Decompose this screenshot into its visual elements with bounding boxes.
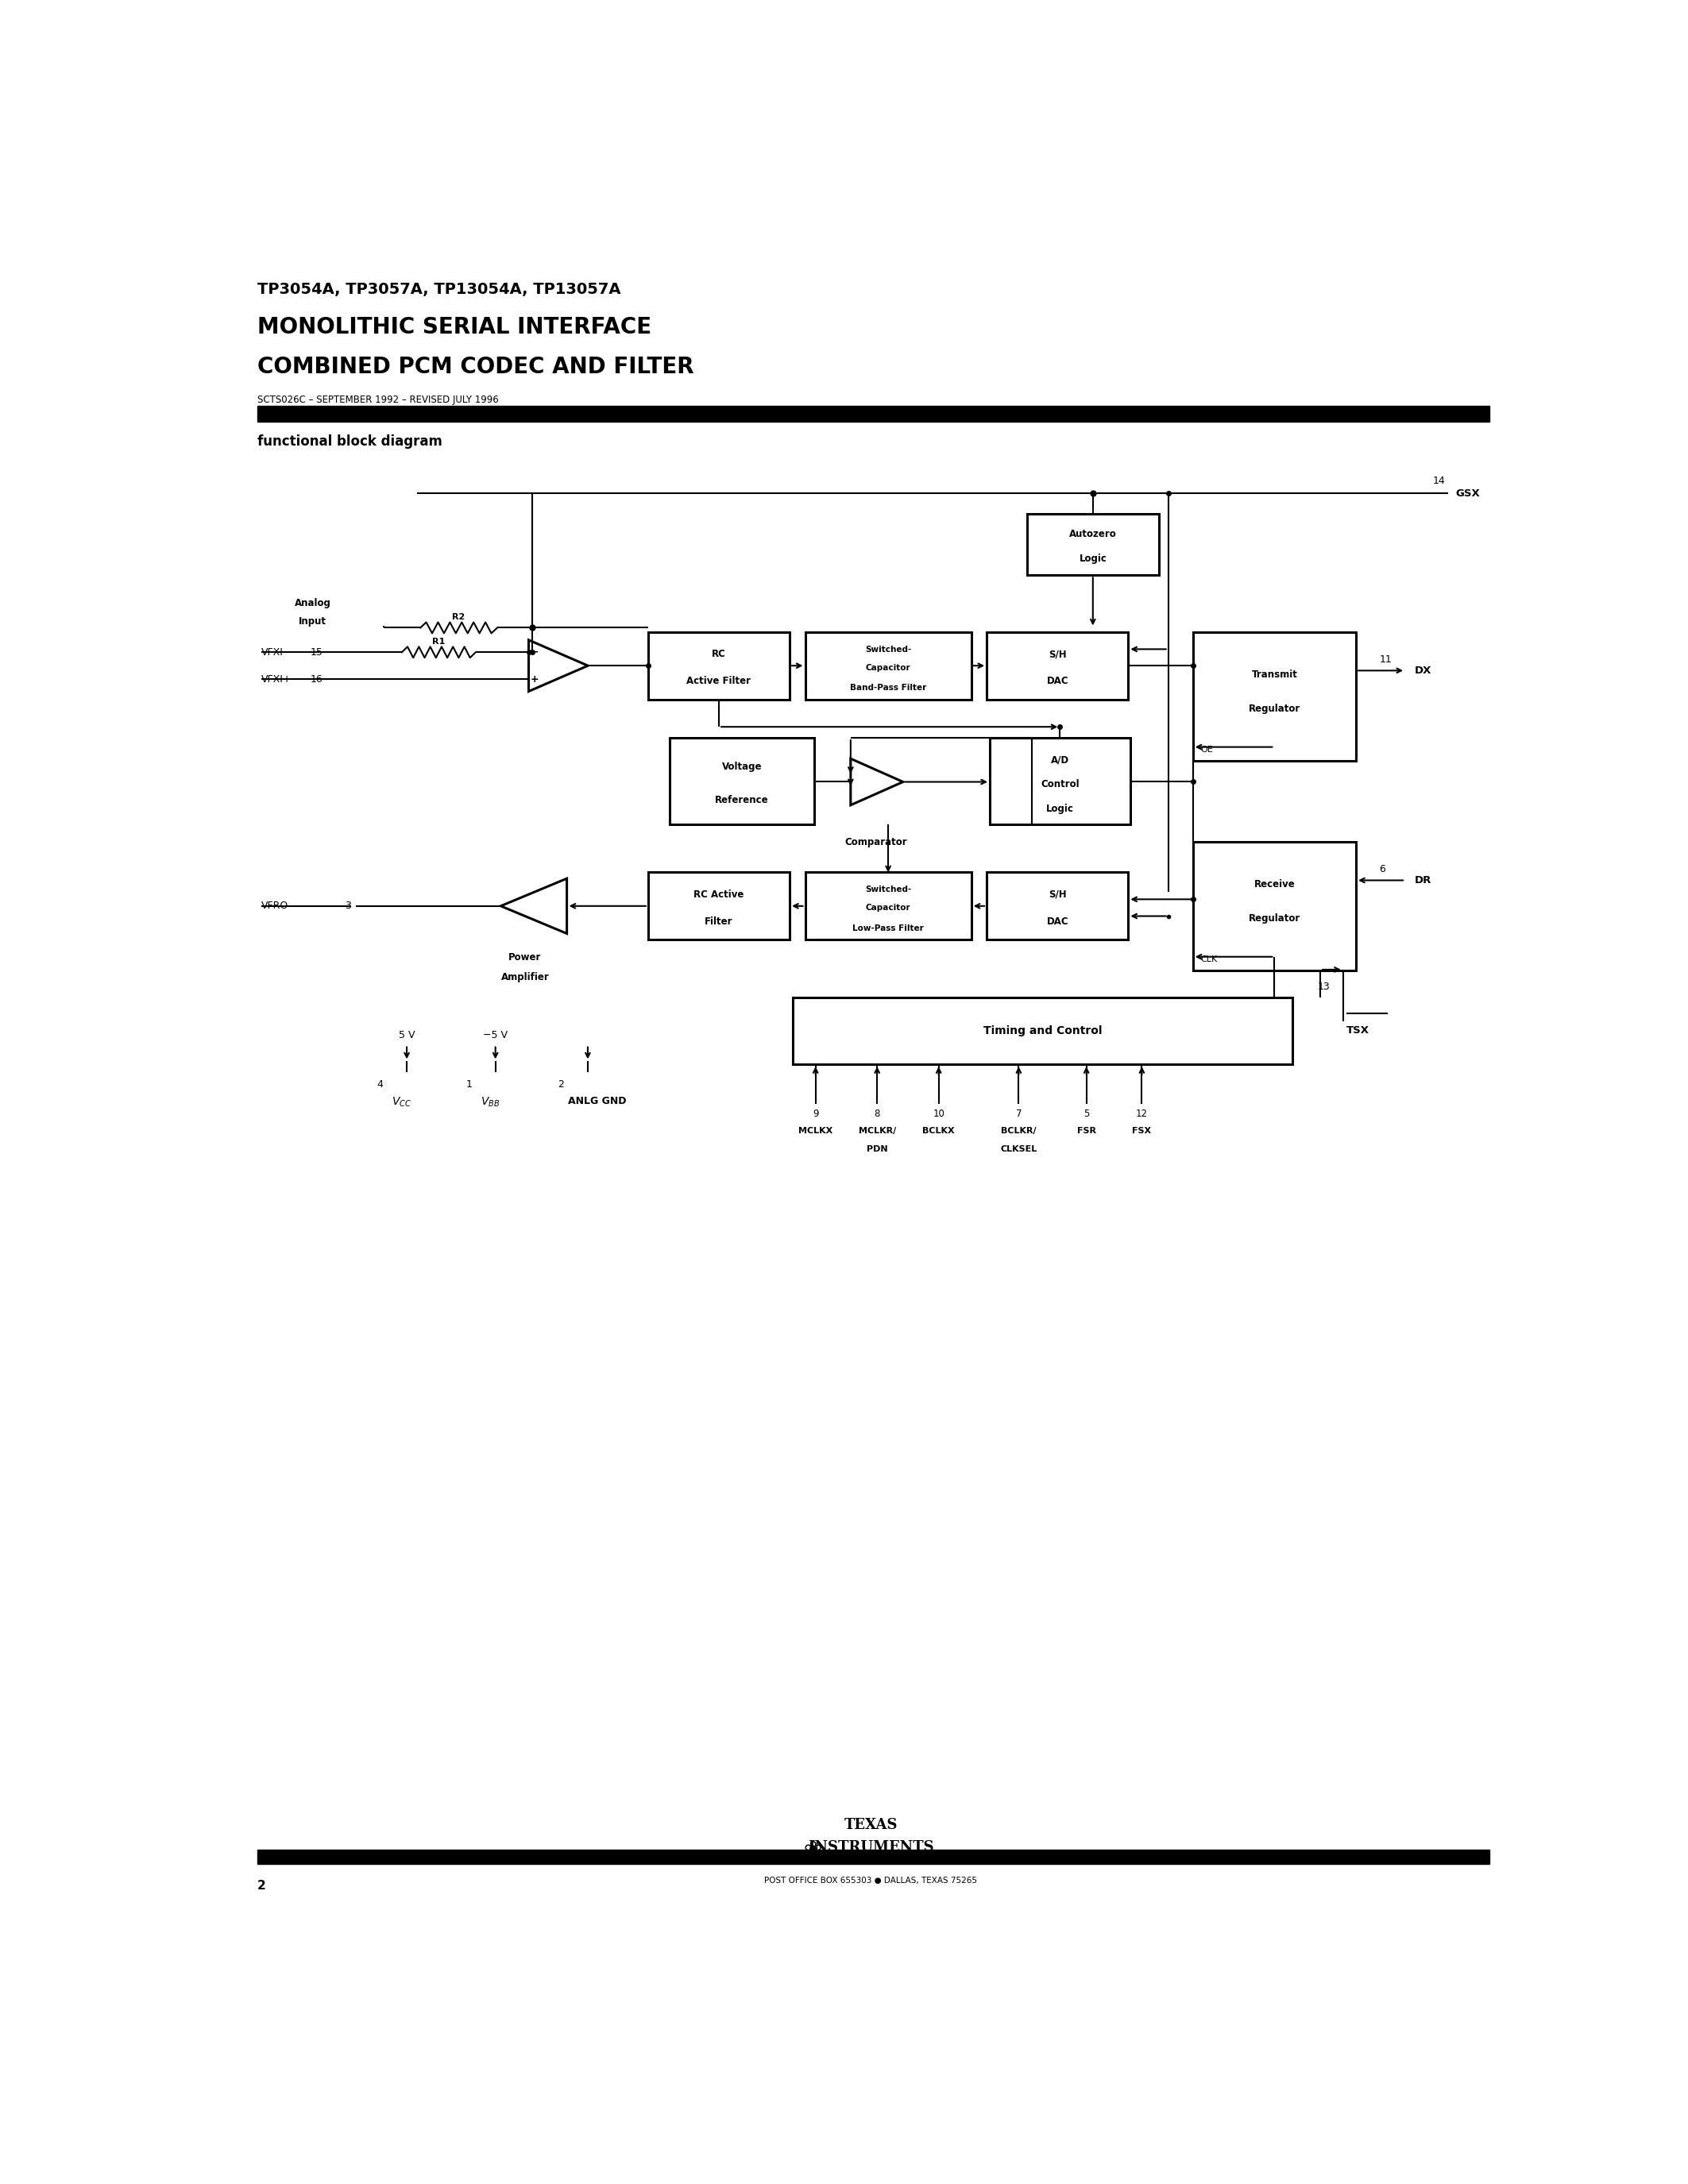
Text: 7: 7: [1016, 1109, 1021, 1118]
Text: 14: 14: [1433, 476, 1445, 485]
Text: 4: 4: [376, 1079, 383, 1090]
Text: OE: OE: [1200, 745, 1212, 753]
Text: VFXI+: VFXI+: [262, 675, 292, 684]
Text: 2: 2: [559, 1079, 564, 1090]
Text: TSX: TSX: [1347, 1026, 1369, 1035]
Text: Receive: Receive: [1254, 878, 1295, 889]
Text: CLK: CLK: [1200, 954, 1217, 963]
Text: POST OFFICE BOX 655303 ● DALLAS, TEXAS 75265: POST OFFICE BOX 655303 ● DALLAS, TEXAS 7…: [765, 1876, 977, 1885]
Text: BCLKX: BCLKX: [923, 1127, 955, 1136]
Text: Timing and Control: Timing and Control: [984, 1024, 1102, 1037]
Text: 12: 12: [1136, 1109, 1148, 1118]
Text: functional block diagram: functional block diagram: [257, 435, 442, 450]
Text: Transmit: Transmit: [1251, 668, 1298, 679]
Text: −: −: [530, 646, 538, 657]
Text: Logic: Logic: [1079, 553, 1107, 563]
Bar: [1193, 841, 1355, 970]
Text: S/H: S/H: [1048, 889, 1067, 900]
Text: Regulator: Regulator: [1249, 913, 1300, 924]
Text: MCLKX: MCLKX: [798, 1127, 832, 1136]
Bar: [793, 998, 1293, 1064]
Text: DR: DR: [1415, 876, 1431, 885]
Text: VFXI−: VFXI−: [262, 646, 292, 657]
Text: RC Active: RC Active: [694, 889, 744, 900]
Text: PDN: PDN: [866, 1144, 888, 1153]
Text: Autozero: Autozero: [1069, 529, 1117, 539]
Text: Active Filter: Active Filter: [687, 677, 751, 686]
Bar: [257, 406, 1489, 422]
Text: Band-Pass Filter: Band-Pass Filter: [851, 684, 927, 692]
Text: $V_{CC}$: $V_{CC}$: [392, 1096, 412, 1109]
Bar: [1026, 513, 1160, 574]
Text: A/D: A/D: [1050, 756, 1069, 767]
Text: Comparator: Comparator: [844, 836, 906, 847]
Text: Analog: Analog: [294, 598, 331, 609]
Bar: [257, 1850, 1489, 1865]
Bar: [989, 738, 1131, 826]
Text: DX: DX: [1415, 666, 1431, 675]
Text: TP3054A, TP3057A, TP13054A, TP13057A: TP3054A, TP3057A, TP13054A, TP13057A: [257, 282, 621, 297]
Text: Regulator: Regulator: [1249, 703, 1300, 714]
Bar: [805, 631, 971, 699]
Text: VFRO: VFRO: [262, 900, 289, 911]
Text: BCLKR/: BCLKR/: [1001, 1127, 1036, 1136]
Text: 1: 1: [466, 1079, 473, 1090]
Text: ANLG GND: ANLG GND: [567, 1096, 626, 1105]
Text: Control: Control: [1040, 780, 1079, 788]
Text: Input: Input: [299, 616, 326, 627]
Text: 15: 15: [311, 646, 322, 657]
Bar: [805, 871, 971, 939]
Text: −5 V: −5 V: [483, 1031, 508, 1040]
Bar: [648, 871, 790, 939]
Text: +: +: [530, 675, 538, 684]
Text: R2: R2: [452, 614, 464, 620]
Text: S/H: S/H: [1048, 649, 1067, 660]
Text: INSTRUMENTS: INSTRUMENTS: [809, 1841, 933, 1854]
Text: FSR: FSR: [1077, 1127, 1096, 1136]
Bar: [648, 631, 790, 699]
Text: Amplifier: Amplifier: [501, 972, 549, 983]
Text: Voltage: Voltage: [722, 762, 761, 771]
Text: SCTS026C – SEPTEMBER 1992 – REVISED JULY 1996: SCTS026C – SEPTEMBER 1992 – REVISED JULY…: [257, 395, 498, 404]
Text: DAC: DAC: [1047, 917, 1069, 926]
Text: MONOLITHIC SERIAL INTERFACE: MONOLITHIC SERIAL INTERFACE: [257, 317, 652, 339]
Text: FSX: FSX: [1133, 1127, 1151, 1136]
Text: TEXAS: TEXAS: [844, 1817, 898, 1832]
Text: DAC: DAC: [1047, 677, 1069, 686]
Text: Capacitor: Capacitor: [866, 904, 912, 913]
Text: CLKSEL: CLKSEL: [1001, 1144, 1036, 1153]
Text: 9: 9: [812, 1109, 819, 1118]
Bar: [987, 871, 1128, 939]
Text: GSX: GSX: [1455, 487, 1480, 498]
Text: Logic: Logic: [1047, 804, 1074, 815]
Text: Switched-: Switched-: [864, 887, 912, 893]
Text: RC: RC: [712, 649, 726, 660]
Text: COMBINED PCM CODEC AND FILTER: COMBINED PCM CODEC AND FILTER: [257, 356, 694, 378]
Text: 16: 16: [311, 675, 322, 684]
Text: 5 V: 5 V: [398, 1031, 415, 1040]
Text: Filter: Filter: [706, 917, 733, 926]
Bar: [987, 631, 1128, 699]
Text: Reference: Reference: [716, 795, 768, 806]
Text: MCLKR/: MCLKR/: [858, 1127, 896, 1136]
Text: 13: 13: [1317, 983, 1330, 992]
Text: 5: 5: [1084, 1109, 1089, 1118]
Text: 10: 10: [933, 1109, 945, 1118]
Text: $V_{BB}$: $V_{BB}$: [481, 1096, 500, 1109]
Text: 8: 8: [874, 1109, 879, 1118]
Text: ❀: ❀: [803, 1839, 822, 1861]
Bar: [1193, 631, 1355, 760]
Text: Low-Pass Filter: Low-Pass Filter: [852, 924, 923, 933]
Text: Power: Power: [508, 952, 542, 963]
Text: R1: R1: [432, 638, 446, 646]
Text: 6: 6: [1379, 865, 1386, 874]
Text: Switched-: Switched-: [864, 646, 912, 653]
Text: 2: 2: [257, 1880, 265, 1891]
Text: Capacitor: Capacitor: [866, 664, 912, 673]
Bar: [670, 738, 814, 826]
Text: 11: 11: [1379, 655, 1393, 664]
Text: 3: 3: [344, 900, 351, 911]
